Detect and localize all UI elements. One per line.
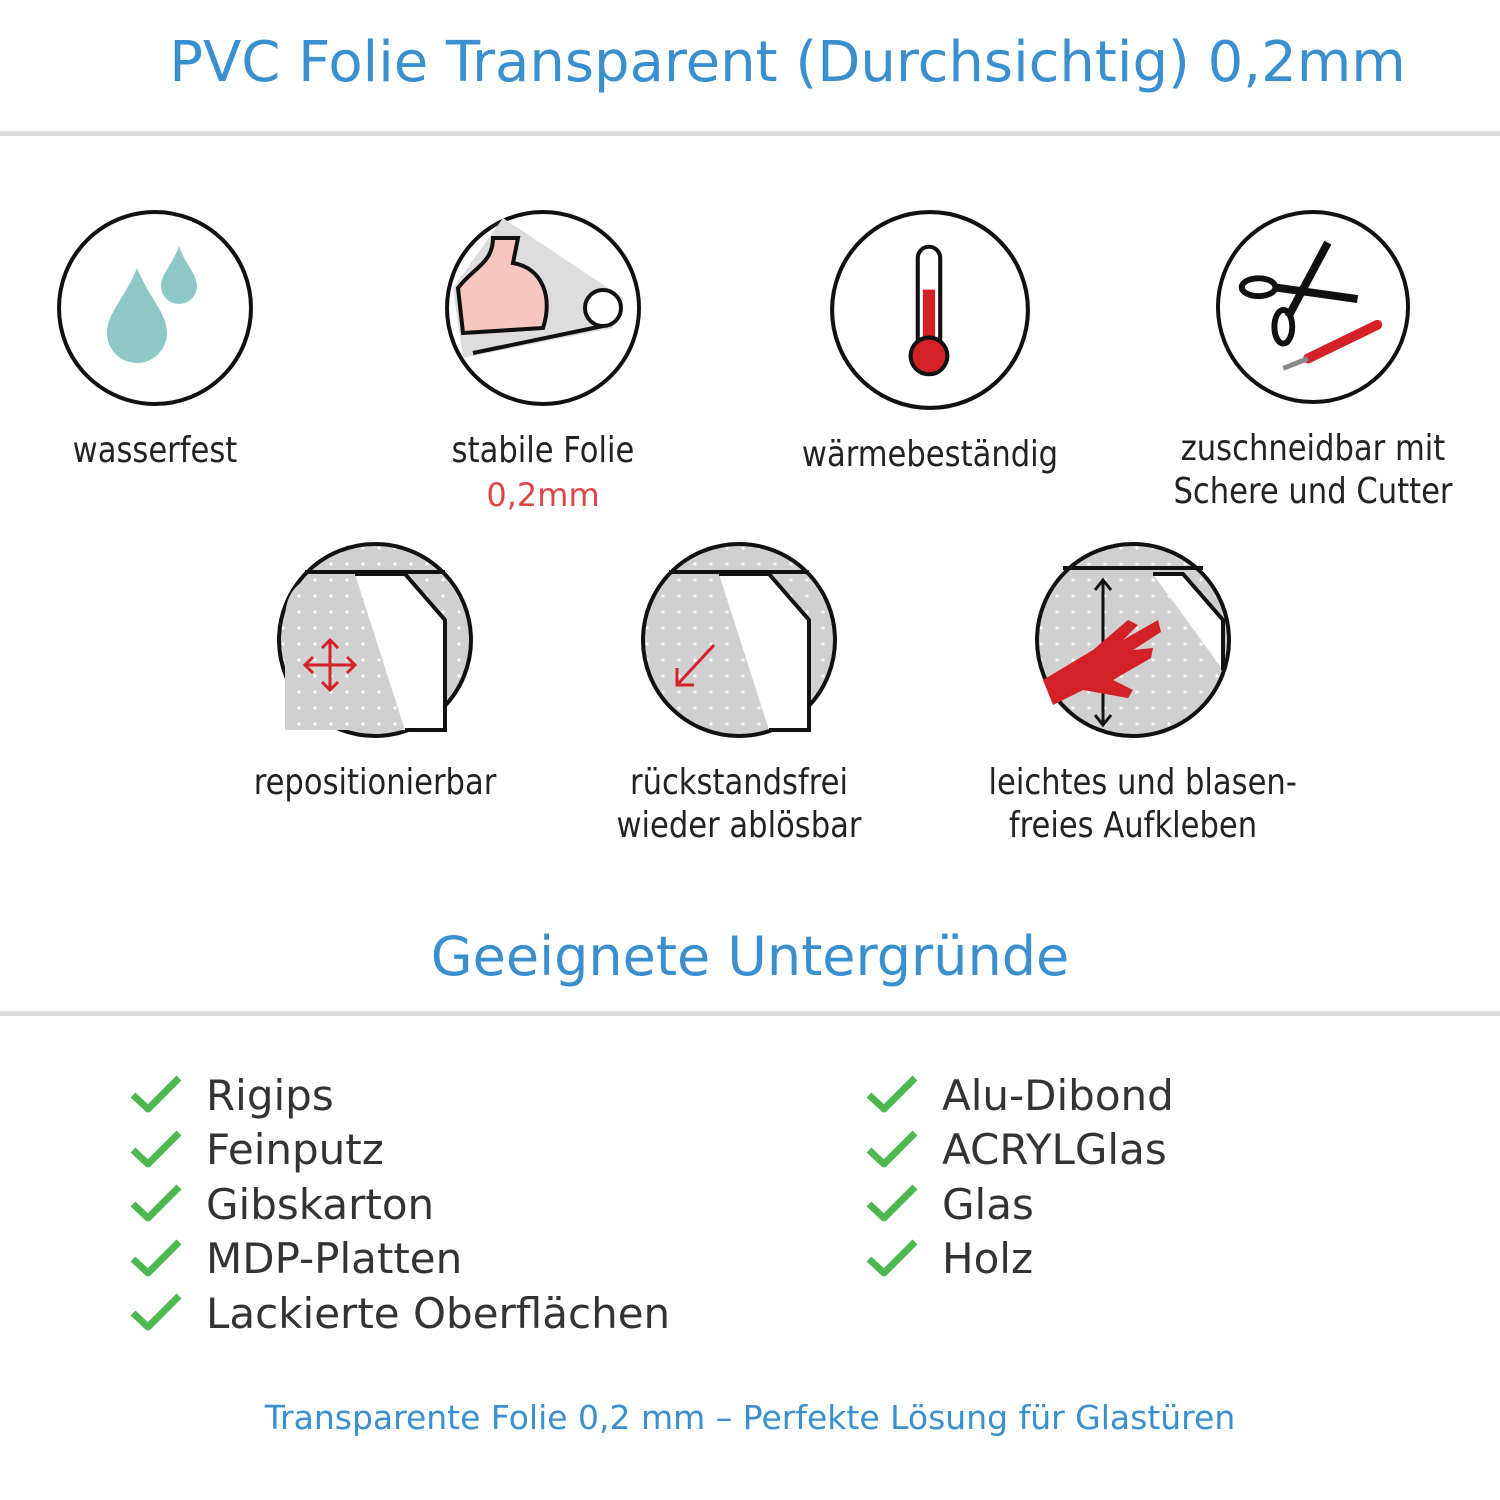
divider	[0, 131, 1500, 136]
list-item: Holz	[866, 1232, 1174, 1287]
scissors-cutter-icon	[1215, 209, 1411, 405]
check-icon	[866, 1239, 918, 1277]
feature-stable-foil: stabile Folie 0,2mm	[373, 208, 713, 515]
check-icon	[130, 1130, 182, 1168]
list-item: Gibskarton	[130, 1177, 670, 1232]
peel-arrow-icon	[641, 542, 837, 738]
list-item: Alu-Dibond	[866, 1068, 1174, 1123]
check-icon	[130, 1293, 182, 1331]
feature-residue-free: rückstandsfrei wieder ablösbar	[569, 540, 909, 850]
surfaces-list-right: Alu-Dibond ACRYLGlas Glas Holz	[866, 1068, 1174, 1286]
feature-label: wärmebeständig	[801, 434, 1059, 475]
strong-arm-foil-icon	[445, 210, 641, 406]
list-item: MDP-Platten	[130, 1232, 670, 1287]
footer-tagline: Transparente Folie 0,2 mm – Perfekte Lös…	[264, 1398, 1236, 1437]
feature-sublabel: 0,2mm	[486, 476, 600, 514]
check-icon	[866, 1184, 918, 1222]
check-icon	[130, 1184, 182, 1222]
check-icon	[130, 1239, 182, 1277]
hand-smooth-icon	[1035, 542, 1231, 738]
check-icon	[130, 1075, 182, 1113]
feature-label: zuschneidbar mit	[1180, 428, 1446, 469]
feature-bubble-free: leichtes und blasen- freies Aufkleben	[963, 540, 1303, 850]
surfaces-heading: Geeignete Untergründe	[430, 925, 1070, 988]
feature-label: leichtes und blasen-	[988, 762, 1297, 803]
list-item: Lackierte Oberflächen	[130, 1286, 670, 1341]
water-drops-icon	[57, 210, 253, 406]
move-arrows-icon	[277, 542, 473, 738]
divider	[0, 1011, 1500, 1016]
feature-label: wasserfest	[72, 430, 238, 471]
feature-heat-resistant: wärmebeständig	[760, 208, 1100, 479]
feature-label-line2: freies Aufkleben	[1008, 805, 1258, 846]
list-item: Feinputz	[130, 1123, 670, 1178]
list-item: Rigips	[130, 1068, 670, 1123]
check-icon	[866, 1075, 918, 1113]
feature-label-line2: Schere und Cutter	[1173, 471, 1453, 512]
feature-label: stabile Folie	[451, 430, 635, 471]
check-icon	[866, 1130, 918, 1168]
feature-cuttable: zuschneidbar mit Schere und Cutter	[1143, 208, 1483, 516]
list-item: ACRYLGlas	[866, 1123, 1174, 1178]
feature-repositionable: repositionierbar	[205, 540, 545, 807]
surfaces-list-left: Rigips Feinputz Gibskarton MDP-Platten L…	[130, 1068, 670, 1341]
feature-label: rückstandsfrei	[630, 762, 848, 803]
feature-waterproof: wasserfest	[0, 208, 325, 475]
feature-label-line2: wieder ablösbar	[616, 805, 862, 846]
page-title: PVC Folie Transparent (Durchsichtig) 0,2…	[169, 30, 1406, 95]
feature-label: repositionierbar	[253, 762, 497, 803]
thermometer-icon	[830, 210, 1030, 410]
list-item: Glas	[866, 1177, 1174, 1232]
